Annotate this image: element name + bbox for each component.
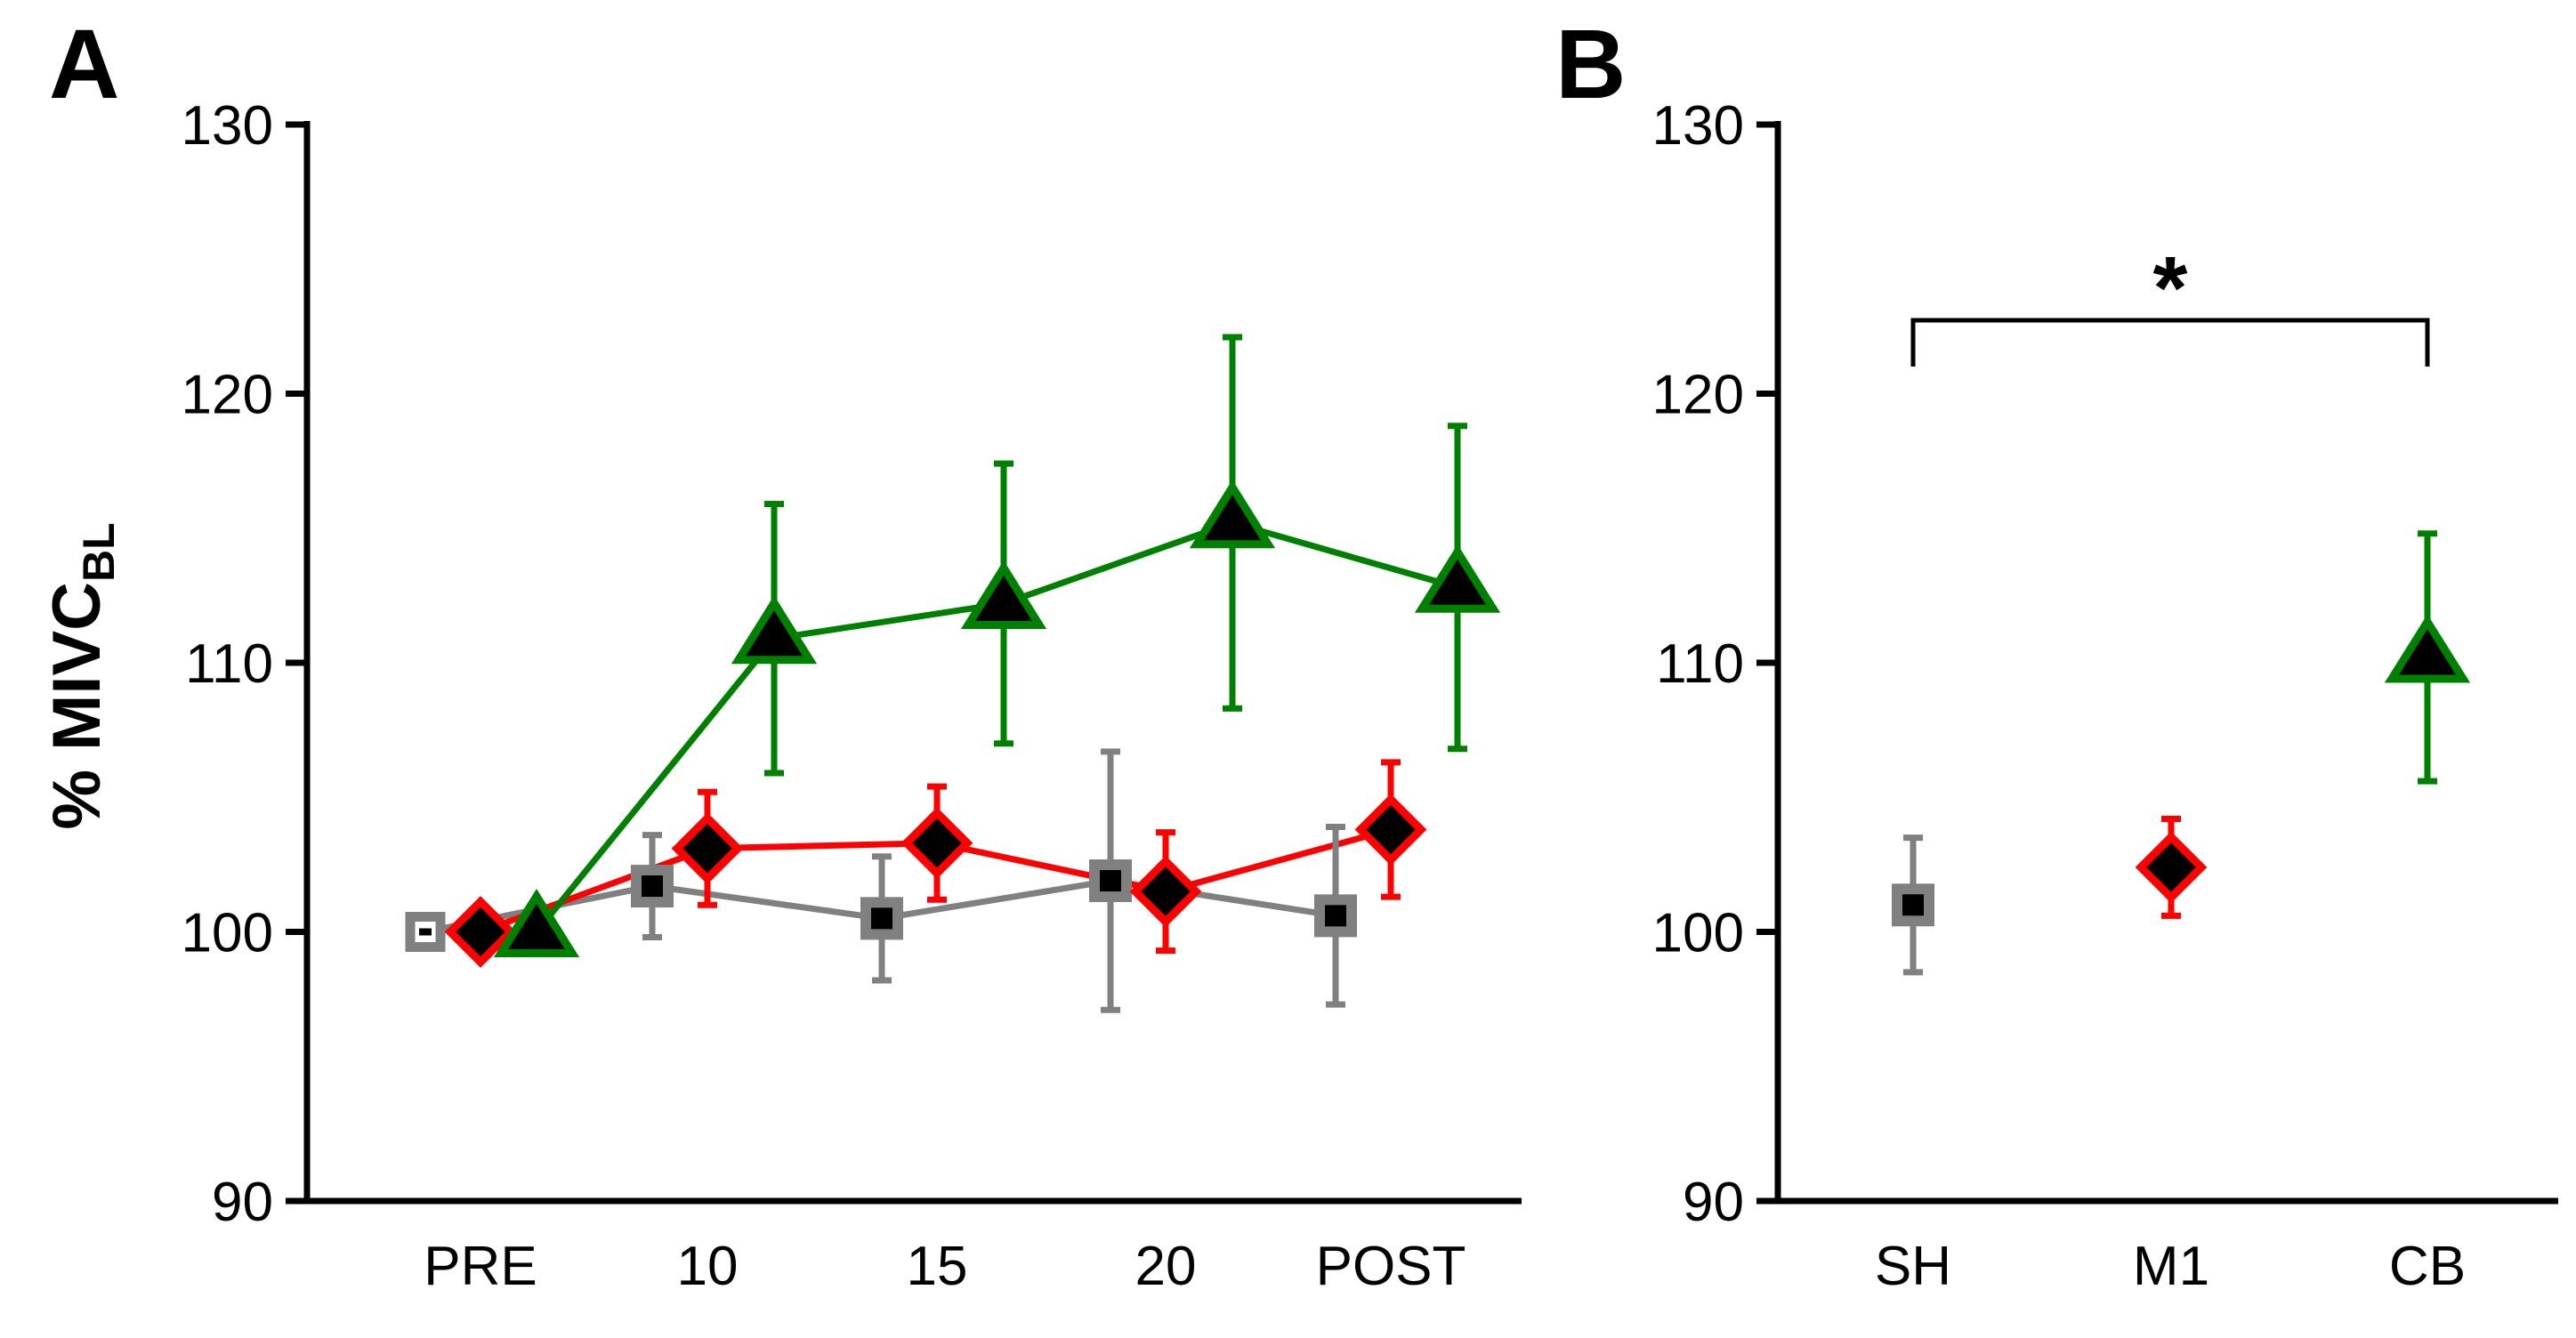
panel-b: B 90 100 110 120 130 SH M1 CB * xyxy=(1555,10,2558,1297)
panel-b-y-tick-label: 110 xyxy=(1656,633,1744,695)
series-cb-point xyxy=(731,595,818,665)
panel-b-x-tick-label: CB xyxy=(2389,1236,2466,1297)
significance-bracket: * xyxy=(1910,238,2430,367)
panel-b-plot xyxy=(1892,530,2471,976)
panel-b-axes: 90 100 110 120 130 SH M1 CB xyxy=(1652,95,2558,1297)
y-axis-label-main: % MIVC xyxy=(39,582,115,830)
panel-a-y-tick-label: 130 xyxy=(182,95,273,157)
significance-bracket-line xyxy=(1910,318,2430,367)
series-m1-mean-point xyxy=(2135,831,2208,904)
panel-a-y-tick-label: 120 xyxy=(182,365,273,426)
panel-a-plot xyxy=(405,334,1501,1013)
panel-a-x-tick-label: 15 xyxy=(907,1236,968,1297)
series-sh-mean-point xyxy=(1892,883,1934,927)
panel-a-y-tick-label: 110 xyxy=(185,633,273,695)
series-cb-mean-point xyxy=(2384,614,2471,683)
series-m1-point xyxy=(1354,794,1427,866)
panel-b-x-tick-label: SH xyxy=(1875,1236,1951,1297)
series-cb-point xyxy=(493,889,580,957)
series-sh-point xyxy=(631,865,674,908)
series-sh-point xyxy=(860,897,903,940)
series-m1-point xyxy=(1129,855,1202,928)
series-cb-point xyxy=(960,560,1047,629)
series-sh-point xyxy=(1314,894,1357,938)
panel-a-y-axis-label: % MIVCBL xyxy=(39,522,124,829)
panel-b-y-tick-label: 90 xyxy=(1683,1172,1744,1233)
panel-b-y-tick-label: 130 xyxy=(1652,95,1744,157)
series-m1-point xyxy=(444,896,517,968)
panel-a-x-tick-label: 20 xyxy=(1135,1236,1197,1297)
series-cb-point xyxy=(1414,544,1501,613)
panel-b-x-tick-label: M1 xyxy=(2133,1236,2209,1297)
y-axis-label-subscript: BL xyxy=(74,522,124,582)
panel-b-y-tick-label: 120 xyxy=(1652,365,1744,426)
series-sh-point-core xyxy=(419,928,432,936)
panel-a-axes: 90 100 110 120 130 PRE 10 15 20 POST xyxy=(182,95,1522,1297)
panel-a-x-tick-label: POST xyxy=(1316,1236,1466,1297)
series-m1-point xyxy=(671,812,744,885)
panel-a-x-tick-label: 10 xyxy=(677,1236,739,1297)
series-sh-point xyxy=(1089,859,1132,903)
panel-a-label: A xyxy=(49,10,119,119)
significance-star: * xyxy=(2153,238,2188,338)
panel-a-y-tick-label: 90 xyxy=(212,1172,273,1233)
series-m1-point xyxy=(900,807,973,880)
panel-b-y-tick-label: 100 xyxy=(1652,903,1744,964)
panel-a: A % MIVCBL 90 100 110 120 130 PRE 10 15 20 POST xyxy=(39,10,1522,1297)
series-cb-point xyxy=(1189,480,1276,549)
panel-a-x-tick-label: PRE xyxy=(424,1236,537,1297)
panel-b-label: B xyxy=(1555,10,1626,119)
panel-a-y-tick-label: 100 xyxy=(182,903,273,964)
